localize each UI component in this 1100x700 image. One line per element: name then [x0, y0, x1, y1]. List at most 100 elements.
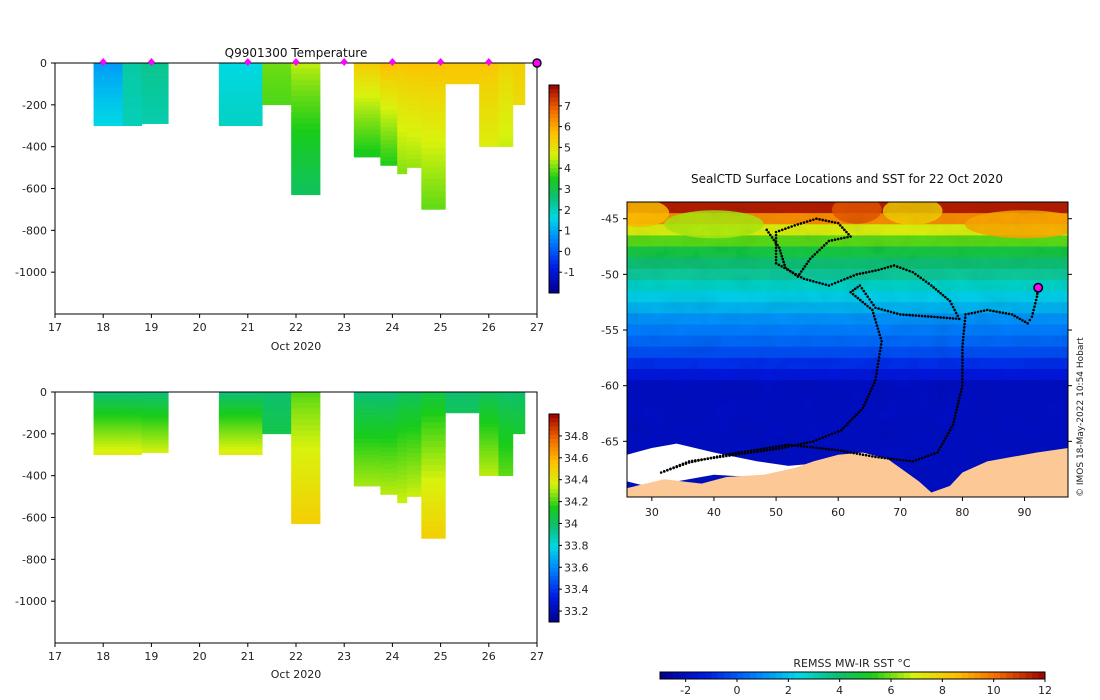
profile-cell [218, 104, 263, 108]
profile-cell [498, 440, 514, 445]
profile-cell [291, 84, 321, 91]
profile-cell [380, 97, 398, 102]
profile-cell [93, 407, 123, 411]
colorbar-segment [549, 280, 559, 286]
profile-cell [498, 392, 514, 396]
profile-cell [397, 493, 408, 499]
track-point [956, 405, 959, 408]
track-point [867, 454, 871, 458]
track-point [666, 468, 669, 472]
track-point [824, 283, 828, 286]
profile-cell [218, 439, 263, 442]
colorbar-segment [549, 522, 559, 527]
profile-cell [353, 454, 381, 459]
track-point [858, 298, 862, 302]
profile-cell [291, 435, 321, 442]
colorbar-segment [549, 276, 559, 281]
profile-cell [141, 422, 169, 426]
profile-cell [141, 85, 169, 89]
track-point [821, 447, 824, 450]
profile-cell [421, 495, 446, 503]
profile-cell [93, 107, 123, 111]
track-point [846, 422, 850, 425]
profile-cell [421, 453, 446, 460]
profile-cell [141, 419, 169, 423]
profile-cell [291, 468, 321, 475]
colorbar-segment [549, 288, 559, 294]
profile-cell [262, 64, 292, 67]
track-point [801, 267, 805, 271]
track-point [790, 225, 793, 228]
profile-cell [512, 400, 526, 403]
profile-cell [218, 107, 263, 111]
longitude-tick-label: 90 [1018, 506, 1032, 519]
latitude-tick-label: -55 [601, 324, 619, 337]
profile-cell [262, 414, 292, 417]
colorbar-segment [980, 672, 988, 679]
track-point [672, 466, 675, 470]
profile-cell [397, 136, 408, 142]
x-tick-label: 21 [241, 321, 255, 334]
profile-cell [397, 415, 408, 421]
colorbar-segment [820, 672, 828, 679]
track-point [799, 222, 803, 225]
track-point [687, 461, 691, 464]
track-point [827, 433, 831, 437]
colorbar-segment [549, 209, 559, 215]
profile-cell [397, 438, 408, 444]
profile-cell [122, 399, 143, 403]
profile-cell [380, 131, 398, 136]
profile-cell [498, 115, 514, 120]
track-point [849, 290, 852, 294]
profile-cell [93, 441, 123, 445]
track-point [836, 237, 840, 241]
track-point [950, 426, 953, 429]
profile-cell [122, 444, 143, 448]
profile-cell [141, 409, 169, 413]
track-point [886, 457, 890, 460]
track-point [934, 288, 938, 291]
profile-cell [141, 450, 169, 453]
profile-cell [262, 103, 292, 106]
track-point [871, 455, 874, 458]
profile-cell [397, 90, 408, 96]
profile-cell [380, 161, 398, 166]
profile-cell [498, 122, 514, 127]
track-point [898, 458, 902, 462]
profile-cell [397, 461, 408, 467]
track-point [946, 297, 949, 301]
colorbar-segment [549, 189, 559, 194]
profile-cell [380, 438, 398, 444]
track-point [799, 442, 803, 446]
colorbar-frame [548, 413, 560, 623]
profile-cell [512, 78, 526, 81]
profile-cell [498, 80, 514, 85]
profile-cell [397, 452, 408, 457]
profile-cell [262, 430, 292, 433]
profile-cell [397, 118, 408, 124]
track-point [961, 374, 964, 378]
profile-cell [353, 86, 381, 91]
sst-band [627, 357, 1068, 370]
track-point [836, 221, 840, 225]
profile-cell [445, 398, 480, 401]
profile-cell [380, 63, 398, 68]
track-point [962, 332, 965, 336]
profile-cell [445, 403, 480, 405]
track-point [976, 310, 980, 314]
colorbar-segment [549, 592, 559, 598]
profile-cell [512, 103, 526, 106]
profile-cell [93, 120, 123, 124]
profile-cell [353, 117, 381, 123]
profile-cell [353, 133, 381, 138]
profile-cell [445, 408, 480, 410]
colorbar-segment [549, 472, 559, 477]
profile-cell [93, 73, 123, 77]
colorbar-segment [549, 451, 559, 456]
colorbar-tick-label: 34 [564, 517, 578, 530]
profile-cell [380, 84, 398, 89]
sst-colorbar: -2 0 2 4 6 8 10 12 [659, 671, 1052, 697]
track-point [961, 371, 964, 374]
track-point [830, 220, 834, 224]
profile-cell [421, 124, 446, 131]
